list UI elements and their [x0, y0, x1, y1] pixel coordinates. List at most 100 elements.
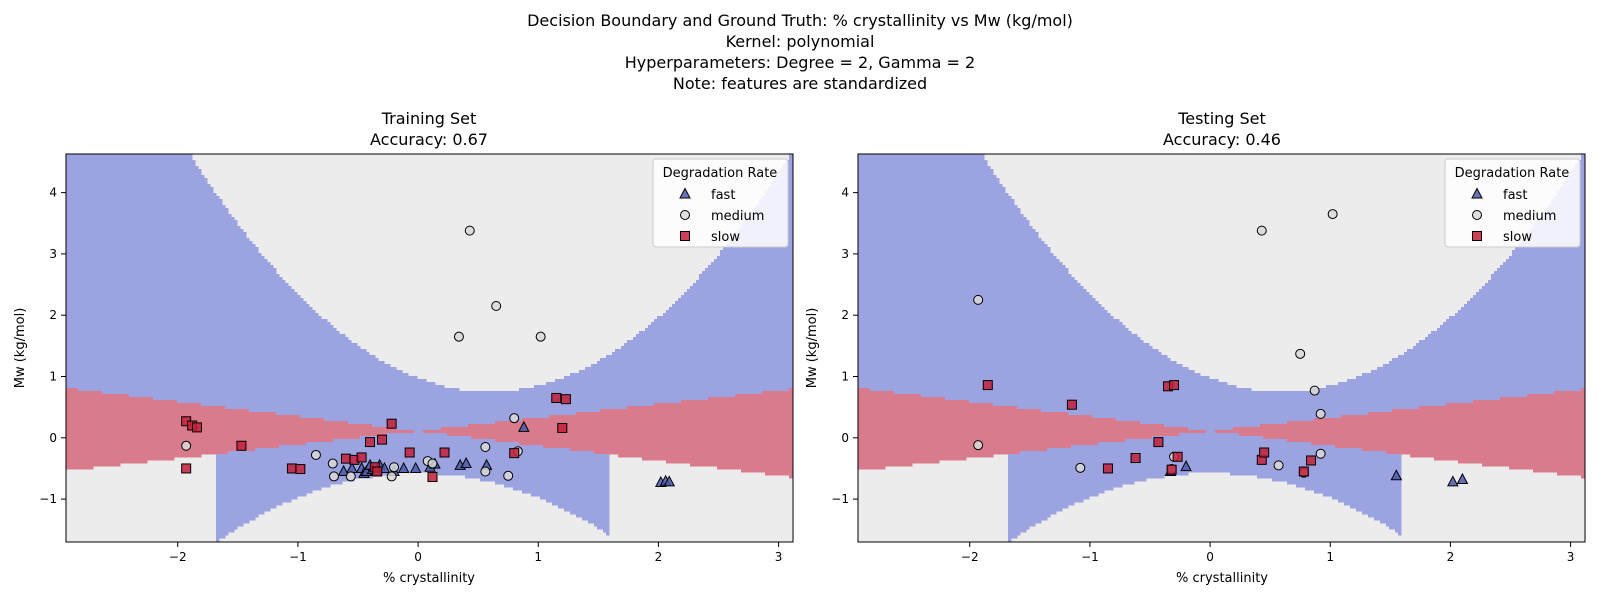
region-slow: [996, 406, 1000, 455]
region-slow: [1356, 415, 1360, 449]
region-slow: [1146, 424, 1150, 440]
region-fast: [1500, 265, 1504, 398]
region-fast: [705, 268, 709, 401]
region-slow: [570, 415, 574, 452]
region-slow: [1440, 406, 1444, 461]
region-slow: [1413, 409, 1417, 458]
region-slow: [474, 424, 478, 440]
region-fast: [708, 265, 712, 398]
region-slow: [123, 394, 127, 464]
region-fast: [1236, 433, 1240, 476]
region-fast: [399, 433, 403, 473]
region-slow: [354, 424, 358, 440]
region-fast: [81, 154, 85, 392]
region-fast: [1014, 454, 1018, 539]
region-fast: [1203, 433, 1207, 473]
region-slow: [240, 409, 244, 452]
region-slow: [1383, 412, 1387, 452]
region-fast: [153, 154, 157, 401]
region-fast: [1347, 448, 1351, 506]
region-fast: [777, 172, 781, 392]
region-fast: [1161, 436, 1165, 479]
region-slow: [1551, 394, 1555, 473]
region-fast: [783, 163, 787, 392]
region-fast: [90, 154, 94, 392]
region-slow: [1377, 412, 1381, 452]
region-fast: [1131, 334, 1135, 422]
region-slow: [687, 400, 691, 464]
region-fast: [1233, 433, 1237, 476]
region-slow: [537, 418, 541, 446]
region-fast: [1323, 445, 1327, 497]
region-fast: [552, 448, 556, 506]
region-slow: [1401, 409, 1405, 455]
region-fast: [1218, 433, 1222, 473]
region-fast: [1191, 433, 1195, 473]
region-slow: [348, 424, 352, 440]
region-slow: [90, 391, 94, 470]
figure-title-line-4: Note: features are standardized: [673, 74, 927, 93]
region-slow: [1335, 418, 1339, 449]
region-fast: [1362, 373, 1366, 416]
region-slow: [1581, 388, 1585, 479]
region-fast: [246, 451, 250, 524]
region-fast: [1044, 451, 1048, 521]
region-slow: [1137, 421, 1141, 440]
region-fast: [1008, 196, 1012, 407]
region-slow: [288, 415, 292, 446]
region-fast: [354, 343, 358, 425]
region-fast: [633, 337, 637, 407]
region-slow: [981, 403, 985, 458]
region-fast: [1116, 319, 1120, 422]
region-slow: [1149, 424, 1153, 440]
x-tick-label: 1: [1326, 550, 1334, 564]
region-slow: [663, 403, 667, 461]
region-slow: [1476, 400, 1480, 464]
region-fast: [1551, 199, 1555, 395]
region-slow: [1485, 400, 1489, 467]
region-fast: [1020, 214, 1024, 410]
region-fast: [267, 262, 271, 413]
region-slow: [309, 418, 313, 443]
region-fast: [1419, 340, 1423, 407]
region-fast: [1128, 331, 1132, 422]
region-fast: [1113, 319, 1117, 419]
region-slow: [990, 403, 994, 458]
region-slow: [1389, 412, 1393, 455]
region-slow: [948, 400, 952, 461]
region-fast: [1032, 229, 1036, 410]
region-slow: [915, 394, 919, 464]
region-fast: [540, 445, 544, 500]
region-fast: [870, 154, 874, 392]
region-fast: [582, 370, 586, 413]
region-fast: [411, 376, 415, 431]
region-fast: [579, 370, 583, 413]
region-fast: [1206, 376, 1210, 473]
y-tick-label: 0: [841, 431, 849, 445]
region-fast: [168, 154, 172, 401]
region-fast: [474, 439, 478, 479]
region-slow: [444, 427, 448, 434]
region-fast: [744, 220, 748, 395]
region-fast: [1245, 436, 1249, 476]
region-fast: [108, 154, 112, 395]
region-fast: [372, 436, 376, 476]
region-fast: [1188, 370, 1192, 431]
region-fast: [1194, 373, 1198, 431]
region-fast: [459, 391, 463, 428]
region-fast: [525, 388, 529, 419]
region-slow: [1290, 421, 1294, 443]
x-tick-label: 0: [414, 550, 422, 564]
x-tick-label: 3: [1567, 550, 1575, 564]
region-fast: [711, 262, 715, 398]
region-fast: [486, 439, 490, 482]
region-fast: [1443, 322, 1447, 407]
region-slow: [1203, 430, 1207, 434]
region-fast: [1242, 388, 1246, 428]
region-fast: [237, 451, 241, 527]
region-slow: [1215, 430, 1219, 434]
region-slow: [1218, 430, 1222, 434]
region-fast: [657, 316, 661, 404]
region-fast: [669, 307, 673, 404]
